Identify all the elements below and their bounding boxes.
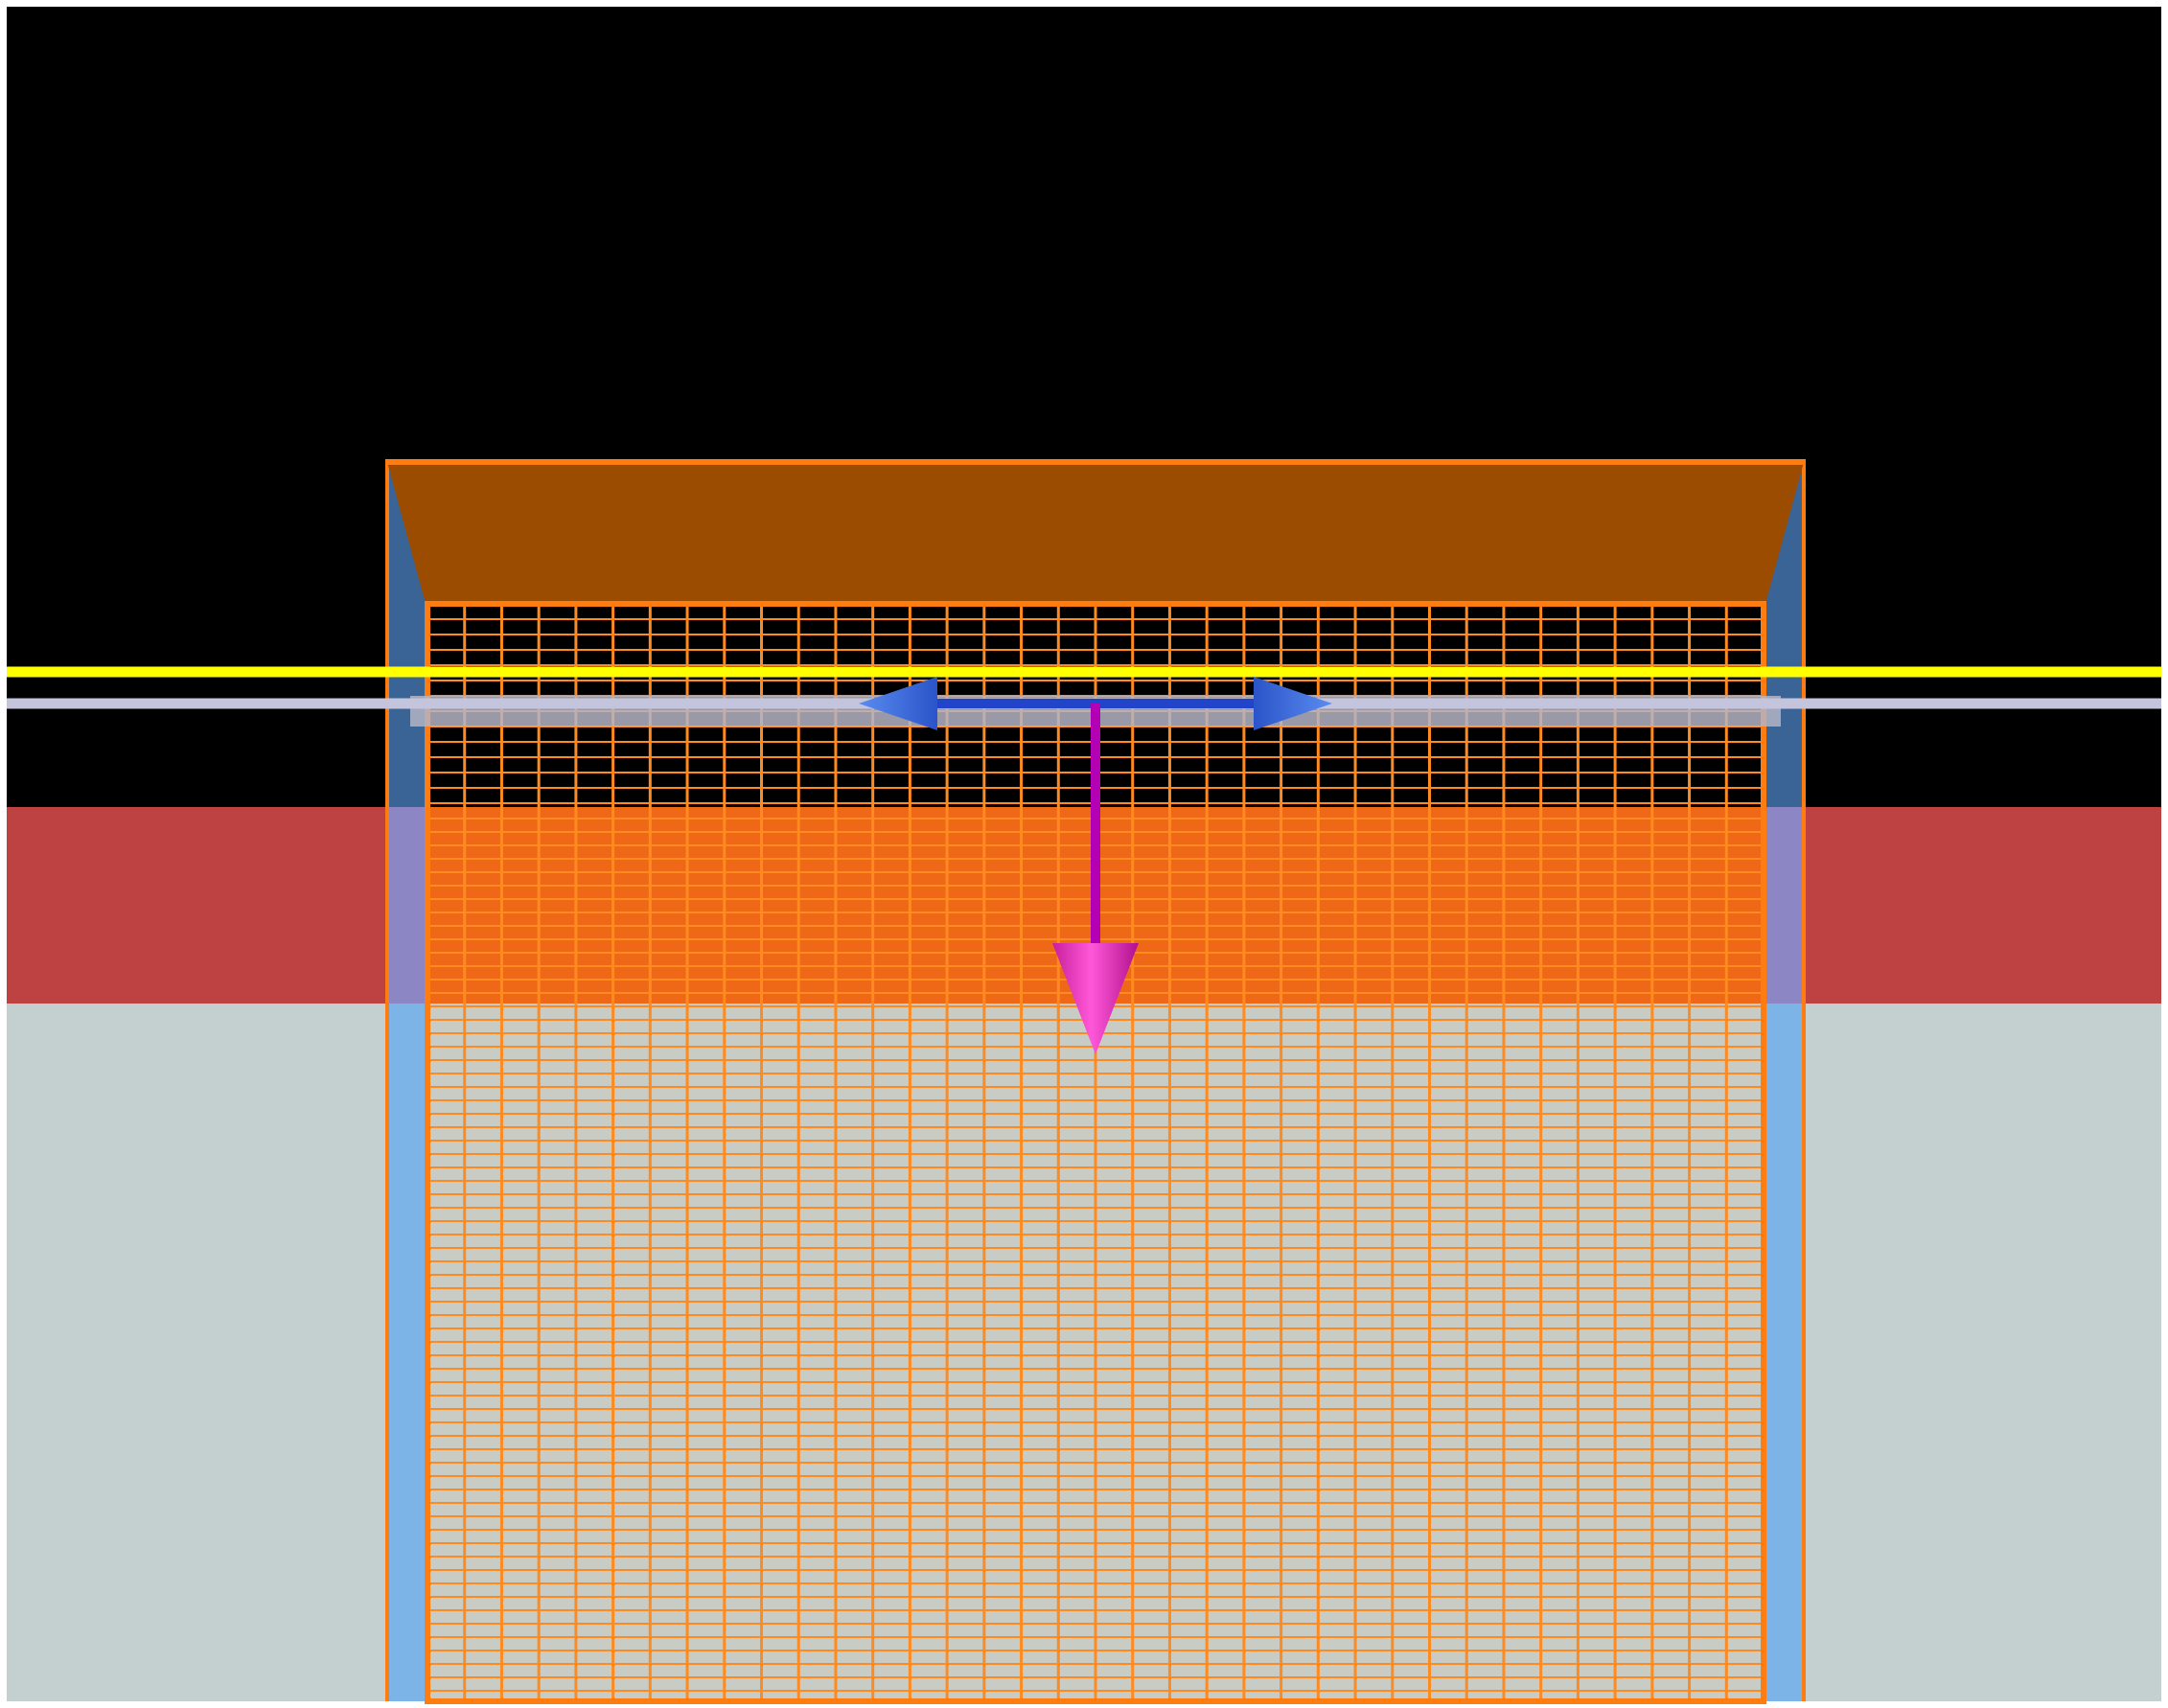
down-arrow-head bbox=[1052, 943, 1139, 1054]
funnel-top bbox=[387, 462, 1804, 604]
left-wall-lower bbox=[387, 1004, 426, 1701]
mesh-outline bbox=[425, 601, 1766, 1704]
left-wall-mid bbox=[387, 807, 426, 1004]
right-wall-mid bbox=[1765, 807, 1804, 1004]
right-wall-lower bbox=[1765, 1004, 1804, 1701]
left-arrow-head bbox=[859, 677, 937, 730]
down-arrow-icon bbox=[1052, 704, 1139, 1054]
right-arrow-head bbox=[1254, 677, 1332, 730]
